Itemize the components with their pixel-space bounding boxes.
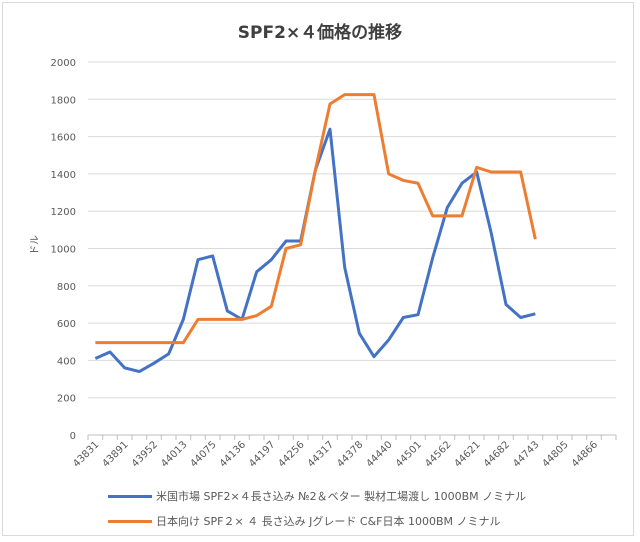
y-tick-label: 200 [57, 394, 76, 405]
y-tick-label: 1800 [51, 95, 76, 106]
y-tick-label: 0 [70, 431, 76, 442]
y-tick-label: 400 [57, 356, 76, 367]
x-tick-label: 44501 [394, 439, 424, 469]
y-tick-label: 1400 [51, 170, 76, 181]
x-tick-label: 44013 [159, 439, 189, 469]
legend-item-us: 米国市場 SPF2×４長さ込み №2＆ベター 製材工場渡し 1000BM ノミナ… [108, 488, 526, 504]
chart-frame [2, 2, 634, 536]
y-tick-label: 1000 [51, 245, 76, 256]
y-tick-label: 1200 [51, 207, 76, 218]
x-tick-label: 43891 [101, 439, 131, 469]
x-tick-label: 44621 [453, 439, 483, 469]
x-tick-label: 44317 [306, 439, 336, 469]
x-tick-label: 44440 [365, 439, 395, 469]
x-tick-label: 44562 [423, 439, 453, 469]
x-tick-label: 44197 [247, 439, 277, 469]
series-line-1 [95, 93, 537, 345]
legend-item-japan: 日本向け SPF２× ４ 長さ込み Jグレード C&F日本 1000BM ノミナ… [108, 513, 501, 529]
legend-swatch [108, 494, 152, 498]
x-tick-label: 43952 [130, 439, 160, 469]
x-tick-label: 44866 [570, 439, 600, 469]
legend-label: 米国市場 SPF2×４長さ込み №2＆ベター 製材工場渡し 1000BM ノミナ… [156, 490, 527, 503]
x-tick-label: 44075 [189, 439, 219, 469]
legend-swatch [108, 519, 152, 523]
y-tick-label: 1600 [51, 133, 76, 144]
x-tick-label: 44682 [482, 439, 512, 469]
chart-title: SPF2×４価格の推移 [237, 23, 403, 43]
x-tick-label: 43831 [71, 439, 101, 469]
legend-label: 日本向け SPF２× ４ 長さ込み Jグレード C&F日本 1000BM ノミナ… [156, 515, 501, 528]
y-tick-label: 800 [57, 282, 76, 293]
x-tick-label: 44136 [218, 439, 248, 469]
x-tick-label: 44256 [277, 439, 307, 469]
x-tick-label: 44378 [335, 439, 365, 469]
x-tick-label: 44805 [541, 439, 571, 469]
y-axis-label: ドル [30, 235, 41, 255]
y-tick-label: 2000 [51, 58, 76, 69]
y-tick-label: 600 [57, 319, 76, 330]
x-tick-label: 44743 [511, 439, 541, 469]
